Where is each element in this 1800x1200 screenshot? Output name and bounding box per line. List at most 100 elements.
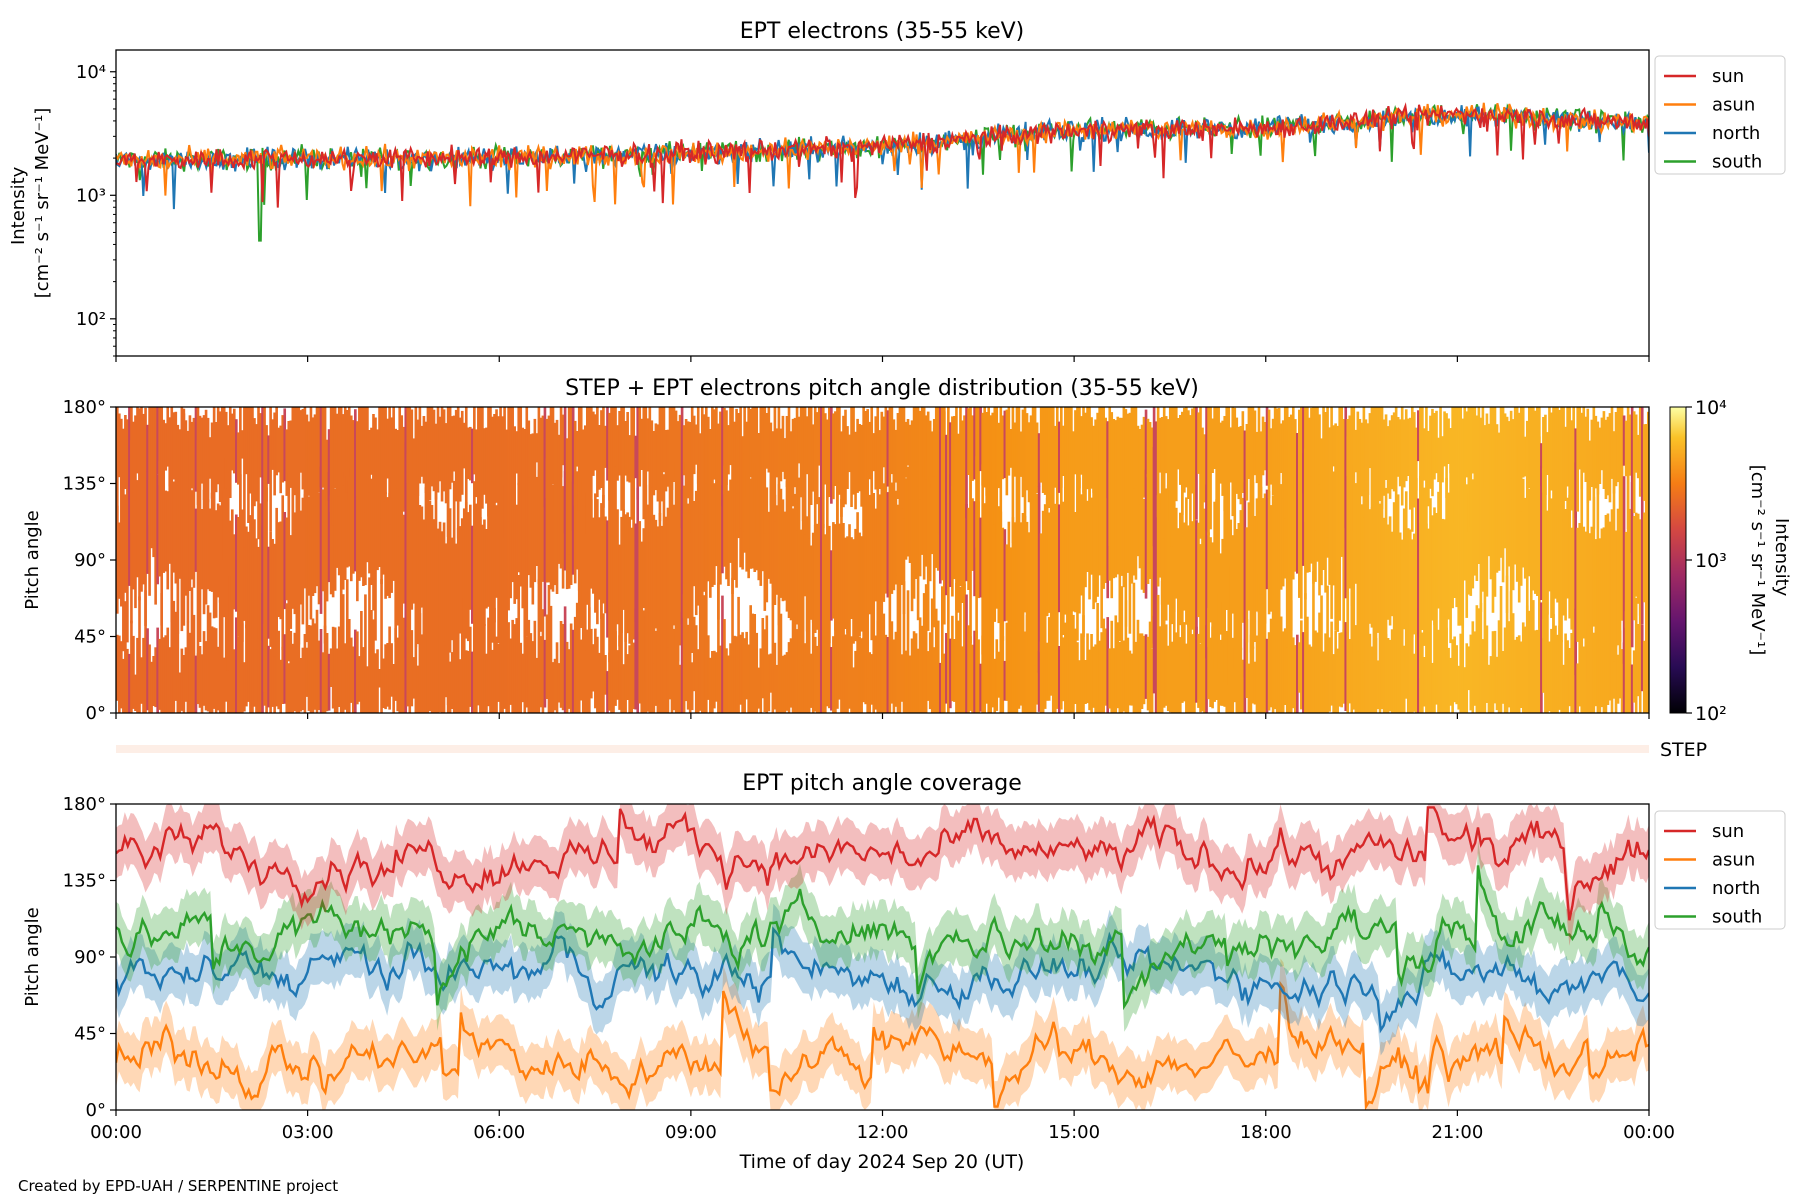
heat-cell bbox=[1144, 469, 1148, 599]
heat-cell bbox=[483, 428, 486, 495]
heat-cell bbox=[452, 415, 456, 472]
heat-cell bbox=[807, 407, 811, 539]
heat-cell bbox=[1029, 415, 1033, 504]
heat-cell bbox=[1485, 625, 1489, 703]
heat-cell bbox=[1568, 407, 1571, 530]
heat-cell bbox=[245, 407, 248, 475]
heat-cell bbox=[916, 407, 920, 487]
heat-cell bbox=[1451, 407, 1454, 545]
heat-cell bbox=[198, 415, 202, 476]
heat-cell bbox=[388, 493, 391, 599]
heat-cell bbox=[1132, 582, 1136, 713]
heat-cell bbox=[1066, 407, 1069, 521]
heat-cell bbox=[404, 442, 408, 658]
heat-cell bbox=[1402, 508, 1406, 630]
heat-cell bbox=[894, 631, 898, 707]
heat-cell bbox=[551, 662, 555, 713]
heat-cell bbox=[1291, 637, 1295, 709]
heat-cell bbox=[1342, 629, 1346, 704]
heat-cell bbox=[307, 421, 311, 496]
heat-cell bbox=[1172, 503, 1176, 612]
heat-cell bbox=[1354, 429, 1358, 473]
heat-cell bbox=[779, 428, 783, 482]
coverage-y-ticks: 0°45°90°135°180° bbox=[63, 794, 116, 1121]
heat-cell bbox=[176, 433, 180, 486]
heat-cell bbox=[1189, 477, 1192, 671]
heat-cell bbox=[700, 407, 704, 515]
heat-cell bbox=[610, 453, 613, 657]
heat-cell bbox=[686, 503, 690, 619]
heat-cell bbox=[916, 433, 920, 621]
heat-cell bbox=[362, 467, 365, 586]
heat-cell bbox=[1457, 407, 1460, 537]
heat-cell bbox=[1308, 455, 1311, 573]
heat-cell bbox=[192, 478, 196, 588]
heat-cell bbox=[339, 407, 343, 543]
heat-cell bbox=[1612, 627, 1616, 699]
heat-cell bbox=[1064, 486, 1067, 615]
heat-cell bbox=[228, 576, 232, 713]
heat-cell bbox=[1197, 412, 1200, 474]
heat-cell bbox=[1421, 502, 1424, 630]
heat-cell bbox=[941, 461, 944, 581]
heat-cell bbox=[983, 503, 986, 640]
heat-cell bbox=[819, 407, 823, 519]
heat-cell bbox=[1481, 407, 1485, 530]
heat-cell bbox=[747, 644, 750, 713]
heat-cell bbox=[170, 602, 174, 713]
heat-cell bbox=[323, 625, 327, 713]
heat-cell bbox=[259, 413, 262, 478]
heat-cell bbox=[588, 444, 591, 654]
coverage-lines bbox=[116, 804, 1649, 1110]
heat-cell bbox=[299, 410, 303, 473]
heat-cell bbox=[1060, 624, 1063, 710]
heat-cell bbox=[1487, 466, 1491, 557]
heat-cell bbox=[1120, 457, 1124, 576]
heat-cell bbox=[1124, 414, 1128, 627]
heat-cell bbox=[1509, 421, 1513, 479]
heat-cell bbox=[850, 407, 853, 507]
heat-cell bbox=[1564, 509, 1567, 621]
heat-cell bbox=[1177, 528, 1180, 595]
heat-cell bbox=[1598, 427, 1602, 484]
heat-cell bbox=[293, 632, 297, 712]
heat-cell bbox=[1191, 521, 1194, 630]
heat-cell bbox=[737, 413, 740, 483]
heat-cell bbox=[517, 575, 521, 713]
heat-cell bbox=[727, 655, 730, 713]
heat-cell bbox=[959, 586, 962, 713]
heat-cell bbox=[1477, 608, 1481, 713]
heat-cell bbox=[1025, 413, 1029, 491]
heat-cell bbox=[1217, 473, 1220, 669]
heat-cell bbox=[1072, 614, 1075, 713]
heat-cell bbox=[1471, 479, 1475, 589]
heat-cell bbox=[765, 615, 769, 713]
heat-cell bbox=[668, 407, 672, 488]
heat-cell bbox=[481, 524, 484, 622]
heat-cell bbox=[789, 431, 793, 506]
heat-cell bbox=[1505, 575, 1509, 713]
heat-cell bbox=[751, 407, 755, 486]
heat-cell bbox=[313, 414, 317, 491]
x-tick-label: 06:00 bbox=[473, 1122, 525, 1143]
heat-cell bbox=[1231, 535, 1235, 614]
heat-cell bbox=[1201, 634, 1204, 712]
heat-cell bbox=[1160, 464, 1164, 605]
heat-cell bbox=[1150, 445, 1154, 649]
heat-cell bbox=[120, 418, 123, 490]
heat-cell bbox=[1205, 484, 1208, 659]
heat-cell bbox=[684, 419, 688, 486]
heat-cell bbox=[579, 407, 583, 500]
heat-cell bbox=[805, 573, 809, 713]
heat-cell bbox=[682, 485, 686, 619]
heat-cell bbox=[440, 407, 444, 502]
heat-cell bbox=[1368, 633, 1372, 713]
heat-cell bbox=[947, 582, 950, 713]
heat-cell bbox=[339, 622, 343, 713]
heat-cell bbox=[267, 435, 270, 484]
heat-cell bbox=[295, 603, 299, 713]
heat-cell bbox=[916, 648, 920, 713]
heat-cell bbox=[1277, 608, 1281, 713]
heat-cell bbox=[116, 505, 119, 614]
heat-cell bbox=[1205, 625, 1208, 713]
